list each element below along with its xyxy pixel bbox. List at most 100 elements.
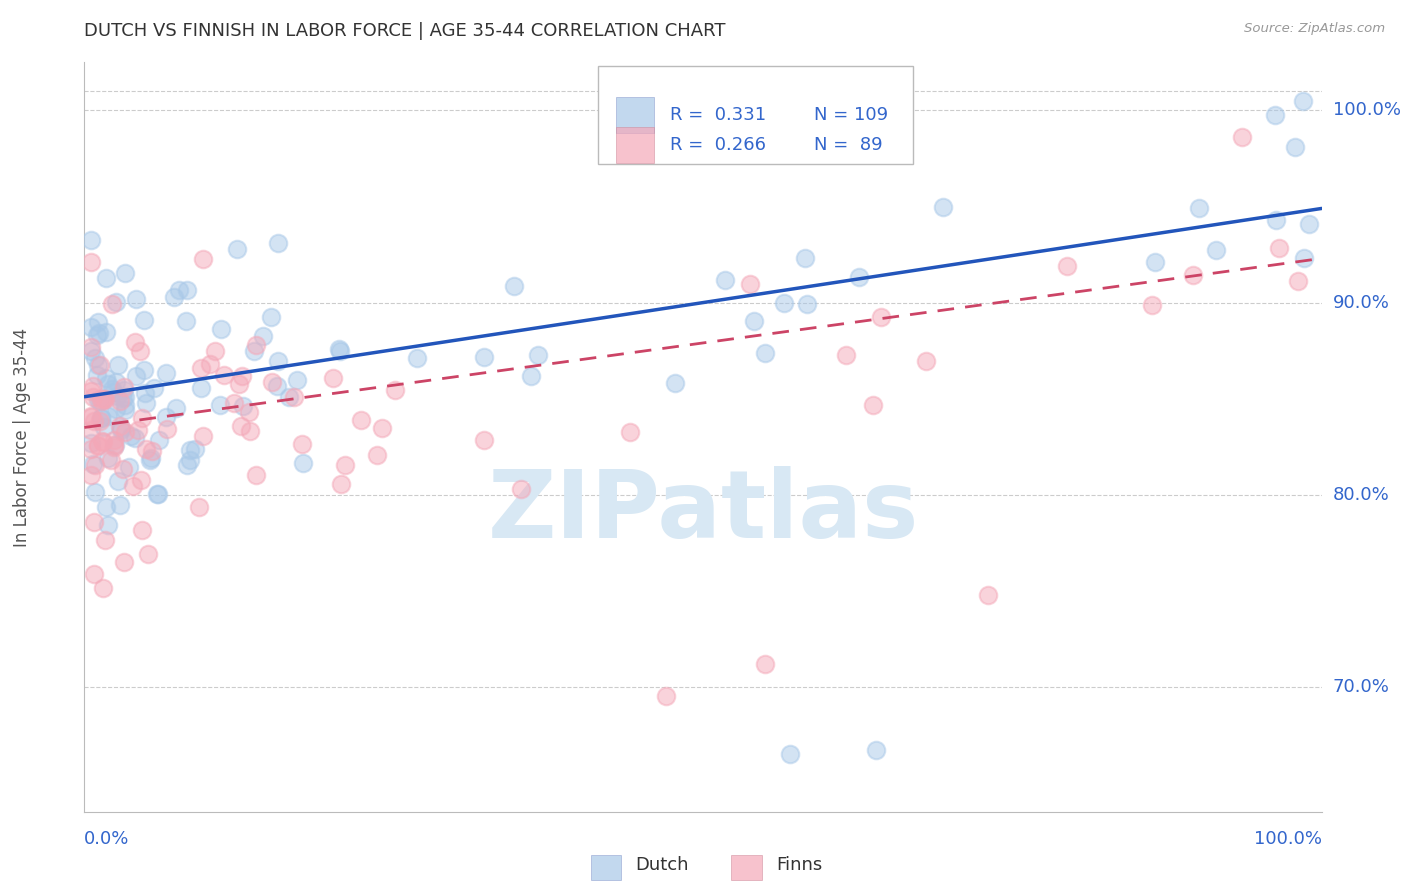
Text: R =  0.331: R = 0.331 (669, 106, 766, 124)
Point (79, 340, 101, 354)
Point (222, 396, 245, 410)
Point (135, 396, 157, 410)
Point (110, 393, 132, 408)
Point (97, 518, 120, 533)
Point (114, 398, 136, 412)
Bar (616, 97, 654, 133)
Point (472, 351, 495, 365)
Text: 0.0%: 0.0% (84, 830, 129, 848)
Point (94, 392, 117, 406)
Point (285, 373, 308, 387)
Point (406, 351, 429, 365)
Point (862, 398, 884, 412)
Point (131, 473, 153, 487)
Point (110, 420, 132, 434)
Point (100, 297, 122, 311)
Point (94, 500, 117, 514)
Text: ZIPatlas: ZIPatlas (488, 466, 918, 558)
Point (245, 467, 267, 482)
Point (333, 458, 356, 473)
Point (184, 442, 207, 456)
Point (740, 277, 762, 292)
Point (120, 428, 142, 442)
Point (976, 588, 998, 602)
Point (124, 431, 146, 445)
Point (291, 437, 314, 451)
Point (90, 434, 112, 448)
Point (1264, 108, 1286, 122)
Text: 100.0%: 100.0% (1333, 102, 1400, 120)
Point (83, 414, 105, 428)
Point (110, 423, 132, 437)
Point (527, 348, 550, 362)
Point (103, 438, 125, 452)
Point (112, 555, 135, 569)
Point (79, 320, 101, 334)
Point (105, 389, 128, 403)
Point (243, 344, 266, 359)
Point (226, 242, 249, 256)
Text: Source: ZipAtlas.com: Source: ZipAtlas.com (1244, 22, 1385, 36)
Point (94, 533, 117, 548)
Point (86, 368, 108, 382)
Point (112, 380, 135, 394)
Point (97, 376, 120, 391)
Text: 100.0%: 100.0% (1254, 830, 1322, 848)
Point (773, 296, 796, 310)
Point (91, 581, 114, 595)
Point (114, 425, 136, 440)
Point (330, 476, 353, 491)
Point (278, 390, 301, 404)
Point (122, 479, 145, 493)
Point (110, 419, 132, 434)
Point (1284, 140, 1306, 154)
Point (79, 255, 101, 269)
Point (132, 363, 155, 377)
Point (112, 384, 135, 398)
Point (179, 453, 201, 467)
Point (200, 357, 222, 371)
Point (384, 383, 406, 397)
Point (163, 290, 186, 304)
Point (167, 283, 190, 297)
Point (84, 458, 107, 472)
Point (932, 200, 955, 214)
Text: Dutch: Dutch (636, 856, 689, 874)
Point (87, 326, 110, 340)
Point (82, 379, 104, 393)
Point (86, 328, 108, 343)
Point (104, 294, 127, 309)
Point (204, 343, 226, 358)
Point (84, 485, 107, 500)
Text: N = 109: N = 109 (814, 106, 889, 124)
Point (103, 440, 125, 454)
Point (90, 392, 112, 407)
Point (104, 375, 127, 389)
Point (97, 409, 120, 423)
Point (134, 386, 156, 401)
Point (134, 313, 156, 327)
Point (79, 468, 101, 483)
Point (328, 342, 350, 356)
Point (107, 358, 129, 372)
Point (89, 358, 111, 372)
Point (107, 475, 129, 489)
Point (1298, 218, 1320, 232)
Point (87, 392, 110, 407)
Text: DUTCH VS FINNISH IN LABOR FORCE | AGE 35-44 CORRELATION CHART: DUTCH VS FINNISH IN LABOR FORCE | AGE 35… (84, 22, 725, 40)
Point (252, 329, 274, 343)
Point (1188, 201, 1211, 215)
Point (848, 269, 870, 284)
Point (114, 266, 136, 280)
Point (664, 376, 686, 390)
Text: In Labor Force | Age 35-44: In Labor Force | Age 35-44 (14, 327, 31, 547)
Point (1205, 244, 1227, 258)
Point (90, 411, 112, 425)
Point (79, 409, 101, 424)
Point (176, 283, 198, 297)
Point (238, 404, 260, 418)
Point (86, 315, 108, 329)
Point (1144, 254, 1167, 268)
Point (619, 425, 641, 439)
Point (139, 450, 162, 465)
